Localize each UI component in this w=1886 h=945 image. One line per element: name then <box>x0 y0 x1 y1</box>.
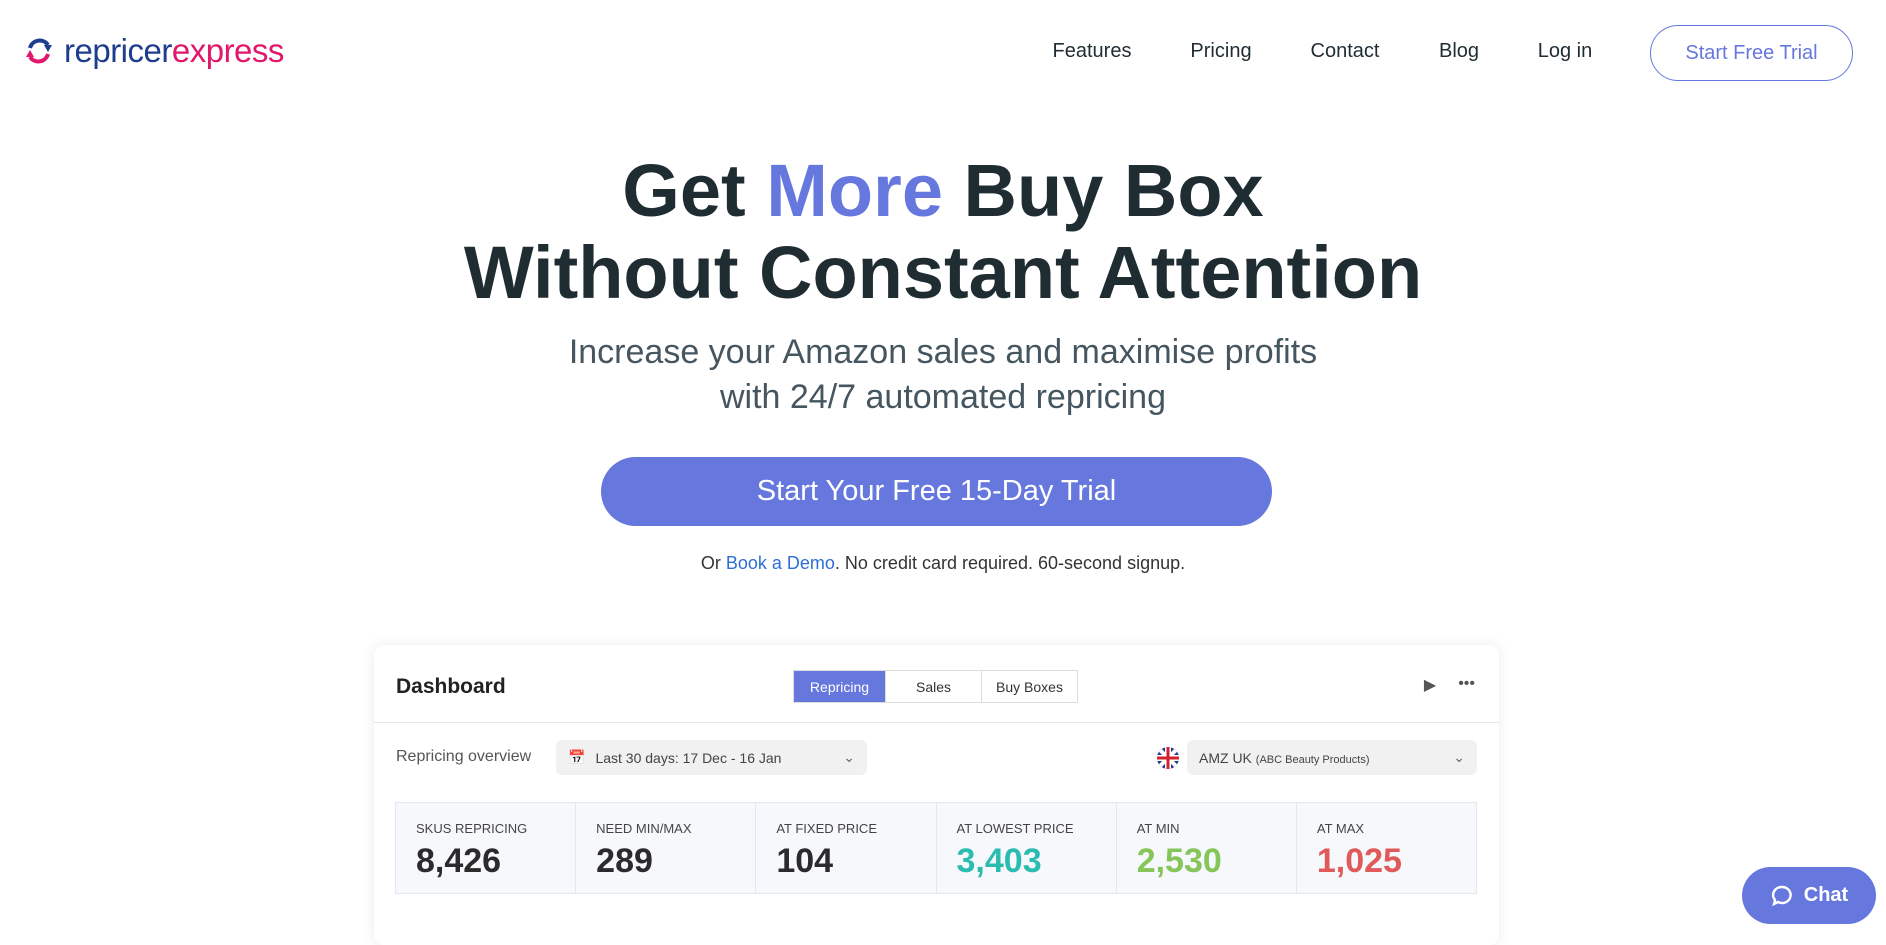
logo-text-express: express <box>171 32 285 69</box>
dashboard-actions: ▶︎ ••• <box>1424 675 1475 695</box>
stat-card: At Max 1,025 <box>1295 803 1476 893</box>
date-range-value: Last 30 days: 17 Dec - 16 Jan <box>595 749 782 766</box>
stat-card: At Min 2,530 <box>1115 803 1296 893</box>
tab-sales[interactable]: Sales <box>885 671 981 702</box>
dashboard-preview: Dashboard Repricing Sales Buy Boxes ▶︎ •… <box>374 645 1499 945</box>
stat-card: At Fixed Price 104 <box>755 803 935 893</box>
stat-label: At Lowest Price <box>956 821 1074 836</box>
title-line-2: Without Constant Attention <box>463 231 1423 314</box>
store-name: AMZ UK <box>1199 749 1252 766</box>
store-value: AMZ UK (ABC Beauty Products) <box>1199 750 1370 766</box>
tab-buy-boxes[interactable]: Buy Boxes <box>981 671 1077 702</box>
date-range-dropdown[interactable]: 📅 Last 30 days: 17 Dec - 16 Jan ⌄ <box>556 740 867 775</box>
chat-bubble-icon <box>1771 885 1792 906</box>
nav-pricing[interactable]: Pricing <box>1190 40 1252 62</box>
note-text: . No credit card required. 60-second sig… <box>834 553 1186 573</box>
chevron-down-icon: ⌄ <box>1453 749 1465 765</box>
note-text: Or <box>700 553 726 573</box>
stat-label: At Max <box>1316 821 1365 836</box>
signup-note: Or Book a Demo. No credit card required.… <box>0 553 1886 574</box>
stat-value: 2,530 <box>1136 842 1222 880</box>
logo-text-repricer: repricer <box>64 32 172 69</box>
more-options-icon[interactable]: ••• <box>1458 675 1475 692</box>
stats-row: SKUs Repricing 8,426 Need Min/Max 289 At Fix… <box>395 802 1477 894</box>
divider <box>374 722 1499 723</box>
title-highlight: More <box>766 149 943 232</box>
chevron-down-icon: ⌄ <box>843 749 855 765</box>
subtitle-line-2: with 24/7 automated repricing <box>719 378 1167 416</box>
logo-refresh-icon <box>26 38 52 64</box>
stat-label: At Min <box>1136 821 1180 836</box>
stat-value: 104 <box>776 842 834 880</box>
stat-card: At Lowest Price 3,403 <box>935 803 1116 893</box>
logo[interactable]: repricerexpress <box>22 32 284 70</box>
stat-value: 289 <box>596 842 653 880</box>
dashboard-tabs: Repricing Sales Buy Boxes <box>793 670 1078 703</box>
nav-contact[interactable]: Contact <box>1310 40 1380 62</box>
stat-value: 1,025 <box>1316 842 1402 880</box>
chat-button[interactable]: Chat <box>1742 867 1876 924</box>
subtitle-line-1: Increase your Amazon sales and maximise … <box>568 333 1318 371</box>
stat-card: Need Min/Max 289 <box>575 803 755 893</box>
book-demo-link[interactable]: Book a Demo <box>725 553 835 573</box>
video-play-icon[interactable]: ▶︎ <box>1423 677 1437 694</box>
stat-value: 3,403 <box>956 842 1042 880</box>
title-part: Buy Box <box>943 149 1264 232</box>
nav-features[interactable]: Features <box>1052 40 1132 62</box>
dashboard-title: Dashboard <box>396 675 506 698</box>
start-trial-cta-button[interactable]: Start Your Free 15-Day Trial <box>601 457 1272 526</box>
tab-repricing[interactable]: Repricing <box>794 671 885 702</box>
calendar-icon: 📅 <box>568 749 586 765</box>
nav-login[interactable]: Log in <box>1537 40 1593 62</box>
start-free-trial-button[interactable]: Start Free Trial <box>1650 25 1853 81</box>
overview-label: Repricing overview <box>396 748 532 765</box>
chat-label: Chat <box>1803 884 1849 906</box>
uk-flag-icon <box>1157 747 1179 769</box>
title-part: Get <box>622 149 767 232</box>
stat-value: 8,426 <box>416 842 502 880</box>
store-detail: (ABC Beauty Products) <box>1255 753 1370 766</box>
hero-subtitle: Increase your Amazon sales and maximise … <box>0 330 1886 420</box>
nav-blog[interactable]: Blog <box>1438 40 1480 62</box>
hero-title: Get More Buy Box Without Constant Attenti… <box>0 150 1886 314</box>
stat-label: At Fixed Price <box>776 821 877 836</box>
stat-label: Need Min/Max <box>596 821 692 836</box>
store-dropdown[interactable]: AMZ UK (ABC Beauty Products) ⌄ <box>1187 740 1477 775</box>
stat-card: SKUs Repricing 8,426 <box>396 803 575 893</box>
stat-label: SKUs Repricing <box>416 821 528 836</box>
